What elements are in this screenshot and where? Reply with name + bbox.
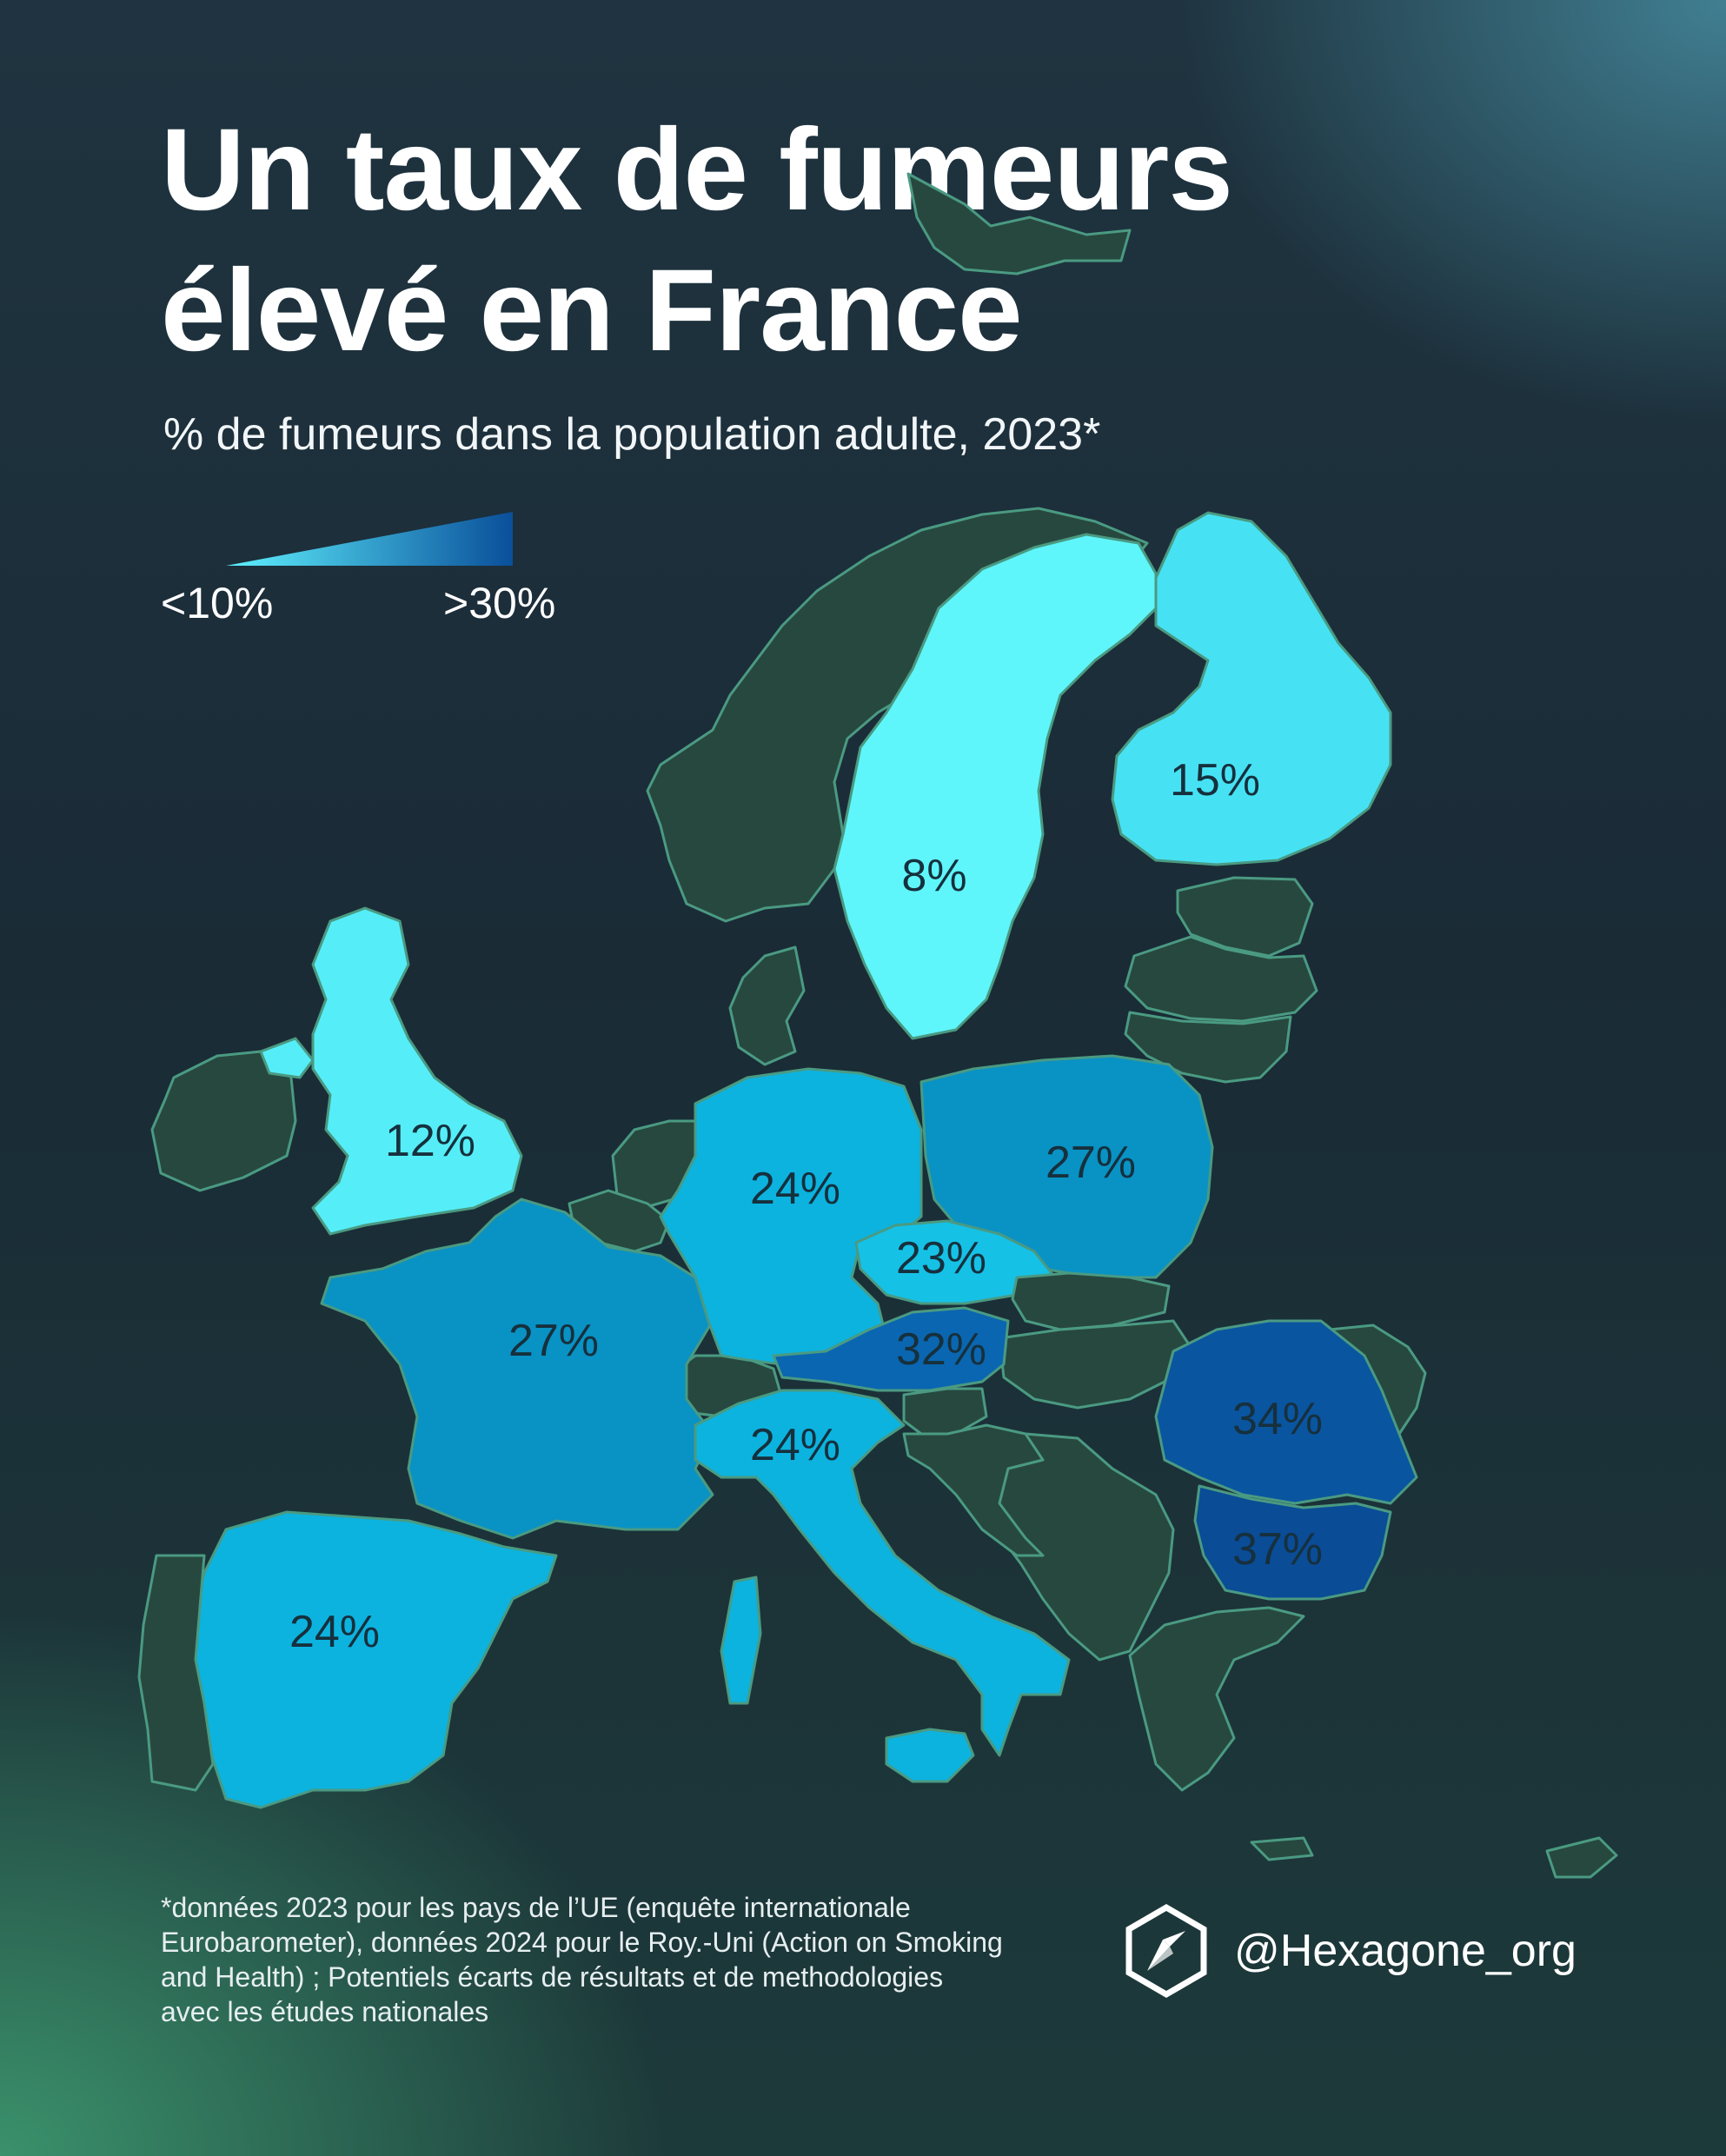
label-germany: 24% [750, 1164, 840, 1214]
country-poland [919, 1054, 1214, 1279]
brand: @Hexagone_org [1123, 1903, 1577, 1999]
legend-gradient-wedge [226, 512, 513, 566]
label-poland: 27% [1046, 1138, 1136, 1188]
compass-icon [1125, 1903, 1207, 1999]
country-slovakia [1011, 1271, 1171, 1331]
country-united-kingdom [259, 906, 523, 1236]
country-denmark [728, 945, 806, 1066]
label-romania: 34% [1232, 1394, 1323, 1444]
country-romania [1154, 1319, 1418, 1505]
label-finland: 15% [1170, 755, 1260, 806]
footnote-line-2: Eurobarometer), données 2024 pour le Roy… [161, 1927, 1003, 1958]
label-austria: 32% [896, 1324, 986, 1375]
countries-with-data [137, 511, 1618, 1879]
footnote-line-3: and Health) ; Potentiels écarts de résul… [161, 1961, 944, 1993]
country-ireland [150, 1050, 297, 1192]
country-croatia [902, 1423, 1045, 1557]
title-line-2: élevé en France [161, 246, 1023, 375]
country-labels: 8% 12% 15% 23% 24% 24% 24% 27% 27% 32% 3… [289, 755, 1323, 1657]
country-greece [1128, 1606, 1314, 1861]
country-italy [694, 1389, 1071, 1783]
label-france: 27% [508, 1316, 599, 1366]
country-slovenia [902, 1387, 988, 1436]
country-finland [1111, 511, 1392, 866]
label-spain: 24% [289, 1607, 380, 1657]
label-italy: 24% [750, 1420, 840, 1470]
legend-min-label: <10% [161, 579, 274, 627]
label-united-kingdom: 12% [385, 1116, 475, 1166]
country-spain [189, 1510, 558, 1809]
country-latvia [1124, 935, 1318, 1023]
footnote: *données 2023 pour les pays de l’UE (enq… [161, 1890, 1108, 2029]
legend: <10% >30% [161, 508, 595, 630]
country-bulgaria [1193, 1484, 1392, 1601]
title-line-1: Un taux de fumeurs [161, 105, 1233, 235]
country-estonia [1176, 876, 1314, 958]
country-cyprus [1545, 1836, 1618, 1879]
country-sweden [833, 533, 1158, 1040]
label-bulgaria: 37% [1232, 1524, 1323, 1575]
country-portugal [137, 1554, 215, 1792]
subtitle: % de fumeurs dans la population adulte, … [163, 409, 1101, 460]
brand-handle: @Hexagone_org [1234, 1926, 1577, 1976]
island-svalbard [906, 172, 1132, 275]
footnote-line-4: avec les études nationales [161, 1996, 489, 2027]
country-france [320, 1197, 714, 1540]
legend-max-label: >30% [443, 579, 556, 627]
footnote-line-1: *données 2023 pour les pays de l’UE (enq… [161, 1892, 911, 1923]
label-sweden: 8% [901, 851, 966, 901]
country-austria [772, 1306, 1010, 1392]
page-title: Un taux de fumeurs élevé en France [161, 100, 1464, 381]
label-czechia: 23% [896, 1233, 986, 1284]
